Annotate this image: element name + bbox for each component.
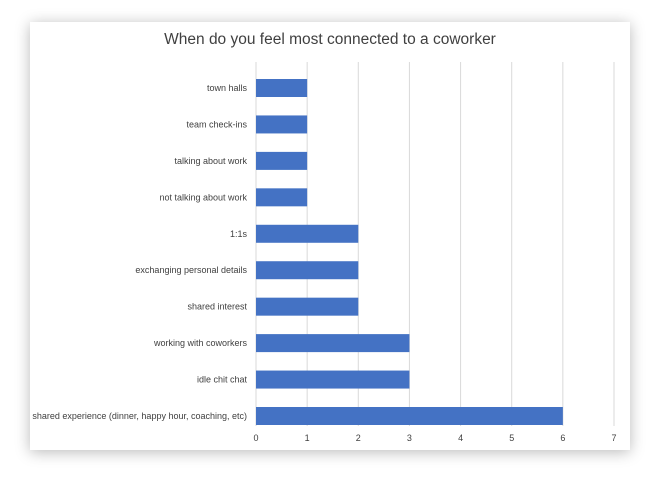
bar	[256, 224, 359, 243]
x-tick-label: 5	[509, 433, 514, 443]
bar	[256, 79, 308, 97]
bar	[256, 261, 359, 280]
category-label: working with coworkers	[153, 338, 248, 348]
x-tick-label: 3	[407, 433, 412, 443]
category-label: idle chit chat	[197, 375, 248, 385]
category-labels: town halls team check-ins talking about wo…	[32, 83, 247, 421]
bar	[256, 151, 308, 170]
bars	[256, 79, 563, 425]
category-label: shared experience (dinner, happy hour, c…	[32, 411, 247, 421]
x-tick-label: 2	[356, 433, 361, 443]
bar	[256, 115, 308, 134]
x-tick-label: 6	[560, 433, 565, 443]
chart-title: When do you feel most connected to a cow…	[164, 31, 496, 48]
bar	[256, 334, 410, 353]
x-axis-ticks: 0 1 2 3 4 5 6 7	[253, 433, 616, 443]
x-tick-label: 0	[253, 433, 258, 443]
category-label: talking about work	[174, 156, 247, 166]
bar	[256, 407, 563, 425]
bar	[256, 297, 359, 316]
category-label: shared interest	[187, 302, 247, 312]
category-label: town halls	[207, 83, 248, 93]
x-tick-label: 1	[305, 433, 310, 443]
chart-card: When do you feel most connected to a cow…	[30, 22, 630, 450]
x-tick-label: 4	[458, 433, 463, 443]
category-label: 1:1s	[230, 229, 248, 239]
category-label: exchanging personal details	[135, 265, 247, 275]
category-label: not talking about work	[159, 192, 247, 202]
bar-chart: town halls team check-ins talking about wo…	[32, 62, 617, 443]
bar	[256, 370, 410, 389]
gridlines	[255, 62, 615, 426]
bar	[256, 188, 308, 207]
x-tick-label: 7	[611, 433, 616, 443]
category-label: team check-ins	[186, 119, 247, 129]
